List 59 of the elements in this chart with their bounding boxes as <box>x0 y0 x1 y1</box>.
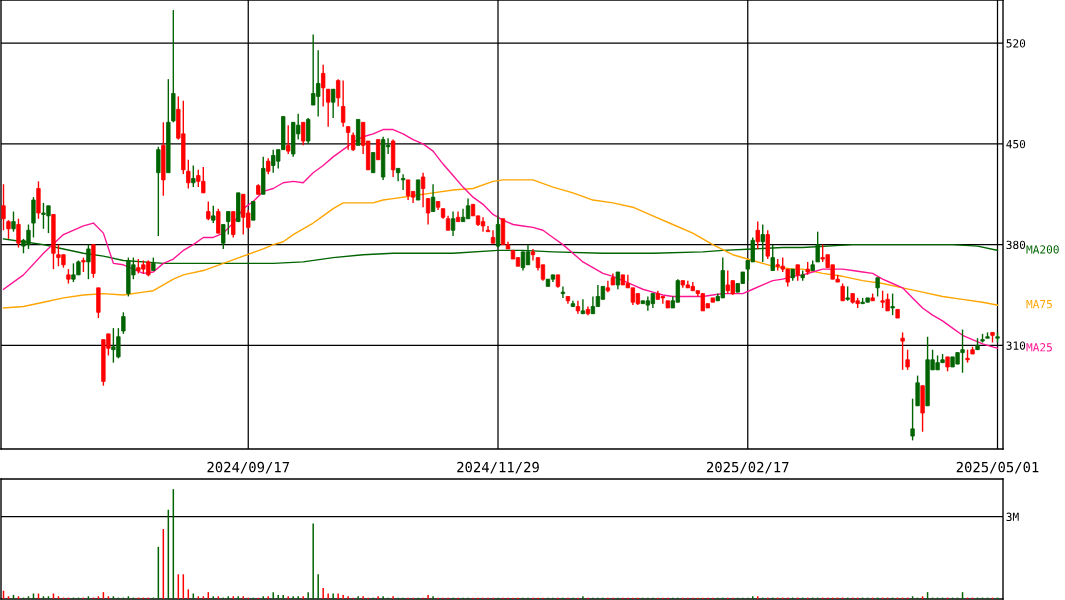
candlestick <box>405 179 411 201</box>
candlestick <box>370 151 376 174</box>
candlestick <box>910 397 915 442</box>
x-tick-label: 2025/05/01 <box>956 461 1039 474</box>
candlestick <box>16 218 21 249</box>
line-series <box>2 179 999 309</box>
candlestick <box>580 298 586 315</box>
candlestick <box>375 138 381 161</box>
x-tick-label: 2025/02/17 <box>706 461 789 474</box>
candlestick <box>191 164 196 188</box>
candlestick <box>415 179 421 201</box>
candlestick <box>321 64 326 108</box>
candlestick <box>400 173 406 191</box>
candlestick <box>430 183 436 213</box>
candlestick <box>306 117 311 145</box>
candlestick <box>890 292 895 316</box>
text: MA200 <box>1026 245 1059 254</box>
candlestick <box>216 207 221 234</box>
candlestick <box>915 374 920 407</box>
text: MA25 <box>1026 343 1052 352</box>
candlestick <box>420 171 426 208</box>
candlestick <box>900 331 905 371</box>
y-tick-label: 310 <box>1006 341 1026 350</box>
candlestick <box>495 215 501 249</box>
x-tick-label: 2024/09/17 <box>207 461 290 474</box>
candlestick <box>331 88 336 119</box>
candlestick <box>286 124 291 155</box>
candlestick <box>226 210 231 236</box>
candlestick <box>186 159 191 190</box>
candlestick <box>221 223 226 250</box>
candlestick <box>875 277 880 298</box>
candlestick <box>326 88 331 128</box>
candlestick <box>11 210 16 233</box>
candlestick <box>755 220 760 250</box>
y-tick-label: 3M <box>1006 512 1019 522</box>
text: MA75 <box>1026 300 1052 309</box>
line-series <box>2 128 999 349</box>
y-tick-label: 380 <box>1006 240 1026 250</box>
candlestick <box>905 349 910 371</box>
candlestick <box>480 216 486 233</box>
candlestick <box>251 200 256 221</box>
candlestick <box>425 197 431 226</box>
candlestick <box>156 146 161 237</box>
candlestick <box>206 200 211 221</box>
y-tick-label: 520 <box>1006 39 1026 48</box>
candlestick <box>31 196 36 239</box>
candlestick <box>765 229 770 260</box>
candlestick <box>301 121 306 147</box>
candlestick <box>345 125 351 151</box>
candlestick <box>6 219 11 240</box>
candlestick <box>1 183 6 231</box>
y-tick-label: 450 <box>1006 139 1026 149</box>
x-tick-label: 2024/11/29 <box>457 461 539 474</box>
candlestick <box>340 79 346 128</box>
candlestick <box>231 210 236 239</box>
candlestick <box>465 197 471 220</box>
candlestick <box>121 311 126 335</box>
candlestick <box>560 285 566 299</box>
candlestick <box>450 210 456 237</box>
